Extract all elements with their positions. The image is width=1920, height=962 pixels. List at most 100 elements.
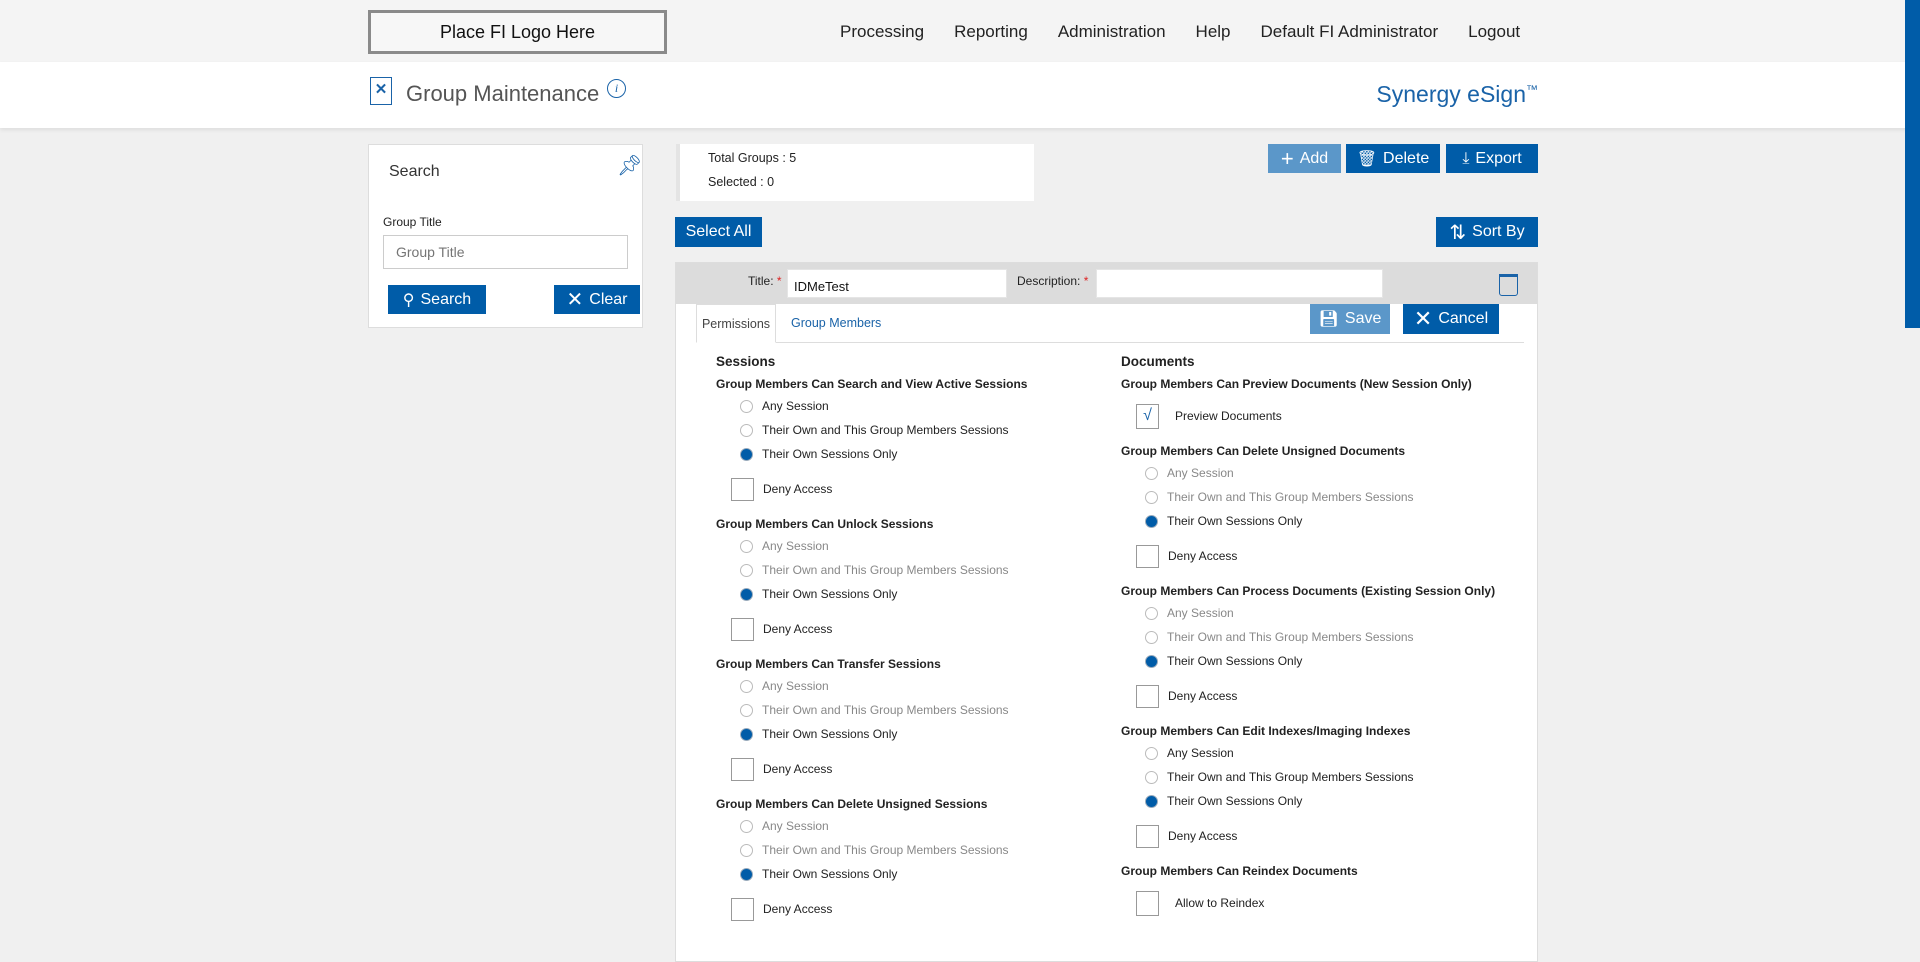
radio-button[interactable] <box>740 727 753 741</box>
radio-option[interactable]: Their Own Sessions Only <box>1121 649 1521 673</box>
radio-button[interactable] <box>740 867 753 881</box>
deny-access-checkbox[interactable]: Deny Access <box>1121 539 1521 573</box>
deny-access-checkbox[interactable]: Deny Access <box>1121 679 1521 713</box>
radio-option[interactable]: Their Own and This Group Members Session… <box>1121 765 1521 789</box>
radio-label: Their Own and This Group Members Session… <box>1167 630 1414 644</box>
search-panel-title: Search <box>389 163 440 180</box>
group-card: Title: * IDMeTest Description: * Permiss… <box>675 262 1538 962</box>
radio-button[interactable] <box>1145 514 1158 528</box>
checkbox[interactable] <box>731 477 754 501</box>
search-button[interactable]: ⚲ Search <box>388 285 486 314</box>
radio-button[interactable] <box>740 587 753 601</box>
radio-option[interactable]: Their Own Sessions Only <box>1121 789 1521 813</box>
nav-logout[interactable]: Logout <box>1468 22 1521 41</box>
select-all-button[interactable]: Select All <box>675 217 762 247</box>
checkbox[interactable] <box>1136 824 1159 848</box>
clear-button[interactable]: ✕ Clear <box>554 285 640 314</box>
download-icon: ⤓ <box>1462 149 1470 167</box>
radio-label: Their Own Sessions Only <box>1167 794 1303 808</box>
radio-option[interactable]: Their Own and This Group Members Session… <box>716 838 1116 862</box>
radio-button[interactable] <box>740 563 753 577</box>
permission-group: Group Members Can Delete Unsigned Docume… <box>1121 441 1521 573</box>
radio-button[interactable] <box>1145 466 1158 480</box>
permission-title: Group Members Can Unlock Sessions <box>716 517 934 531</box>
checkbox[interactable] <box>731 757 754 781</box>
checkbox[interactable] <box>731 617 754 641</box>
nav-help[interactable]: Help <box>1195 22 1231 41</box>
deny-access-checkbox[interactable]: Deny Access <box>716 472 1116 506</box>
radio-option[interactable]: Their Own Sessions Only <box>1121 509 1521 533</box>
radio-button[interactable] <box>740 447 753 461</box>
radio-option[interactable]: Their Own and This Group Members Session… <box>1121 625 1521 649</box>
radio-option[interactable]: Their Own Sessions Only <box>716 442 1116 466</box>
export-label: Export <box>1475 149 1522 167</box>
top-bar: Place FI Logo Here Processing Reporting … <box>0 0 1920 62</box>
tab-permissions[interactable]: Permissions <box>696 304 776 343</box>
radio-option[interactable]: Any Session <box>716 674 1116 698</box>
cancel-button[interactable]: ✕ Cancel <box>1403 304 1499 334</box>
clear-button-label: Clear <box>589 290 628 308</box>
radio-button[interactable] <box>740 539 753 553</box>
sessions-column: Sessions Group Members Can Search and Vi… <box>716 352 1116 934</box>
add-button[interactable]: + Add <box>1268 144 1341 173</box>
radio-option[interactable]: Their Own Sessions Only <box>716 862 1116 886</box>
title-input[interactable]: IDMeTest <box>787 269 1007 298</box>
radio-option[interactable]: Their Own Sessions Only <box>716 582 1116 606</box>
radio-option[interactable]: Any Session <box>1121 741 1521 765</box>
deny-access-checkbox[interactable]: Deny Access <box>716 612 1116 646</box>
radio-option[interactable]: Any Session <box>1121 601 1521 625</box>
nav-administration[interactable]: Administration <box>1057 22 1166 41</box>
radio-button[interactable] <box>1145 654 1158 668</box>
deny-access-checkbox[interactable]: Deny Access <box>716 892 1116 926</box>
nav-reporting[interactable]: Reporting <box>954 22 1028 41</box>
radio-option[interactable]: Any Session <box>716 814 1116 838</box>
sort-by-button[interactable]: ⇅ Sort By <box>1436 217 1538 247</box>
sort-icon: ⇅ <box>1449 221 1467 244</box>
checkbox[interactable] <box>1136 544 1159 568</box>
radio-option[interactable]: Any Session <box>716 394 1116 418</box>
radio-button[interactable] <box>740 399 753 413</box>
radio-button[interactable] <box>1145 490 1158 504</box>
radio-option[interactable]: Their Own Sessions Only <box>716 722 1116 746</box>
checkbox[interactable] <box>1136 890 1159 916</box>
search-button-label: Search <box>420 290 472 308</box>
radio-option[interactable]: Any Session <box>1121 461 1521 485</box>
radio-button[interactable] <box>740 679 753 693</box>
delete-button[interactable]: 🗑︎ Delete <box>1346 144 1440 173</box>
radio-button[interactable] <box>1145 794 1158 808</box>
checkmark-checkbox[interactable]: √ <box>1136 403 1159 429</box>
info-icon[interactable]: i <box>607 79 626 98</box>
save-button[interactable]: 💾︎ Save <box>1310 304 1390 334</box>
description-input[interactable] <box>1096 269 1383 298</box>
radio-label: Any Session <box>762 539 829 553</box>
radio-button[interactable] <box>1145 630 1158 644</box>
scrollbar-thumb[interactable] <box>1905 0 1920 328</box>
radio-option[interactable]: Their Own and This Group Members Session… <box>1121 485 1521 509</box>
radio-button[interactable] <box>740 423 753 437</box>
checkbox[interactable] <box>1136 684 1159 708</box>
export-button[interactable]: ⤓ Export <box>1446 144 1538 173</box>
permission-title: Group Members Can Search and View Active… <box>716 377 1028 391</box>
radio-button[interactable] <box>1145 770 1158 784</box>
radio-button[interactable] <box>740 703 753 717</box>
radio-button[interactable] <box>740 843 753 857</box>
radio-option[interactable]: Their Own and This Group Members Session… <box>716 418 1116 442</box>
delete-group-icon[interactable] <box>1499 274 1518 296</box>
radio-option[interactable]: Their Own and This Group Members Session… <box>716 558 1116 582</box>
preview-documents-checkbox[interactable]: √ Preview Documents <box>1121 398 1521 434</box>
allow-reindex-checkbox[interactable]: Allow to Reindex <box>1121 885 1521 921</box>
deny-access-checkbox[interactable]: Deny Access <box>1121 819 1521 853</box>
brand-name: Synergy eSign™ <box>1376 81 1538 108</box>
group-title-input[interactable] <box>383 235 628 269</box>
pin-icon[interactable]: 📌︎ <box>617 155 643 177</box>
radio-button[interactable] <box>740 819 753 833</box>
floppy-icon: 💾︎ <box>1318 311 1339 328</box>
radio-button[interactable] <box>1145 746 1158 760</box>
radio-option[interactable]: Any Session <box>716 534 1116 558</box>
nav-processing[interactable]: Processing <box>840 22 925 41</box>
nav-user[interactable]: Default FI Administrator <box>1260 22 1439 41</box>
radio-button[interactable] <box>1145 606 1158 620</box>
radio-option[interactable]: Their Own and This Group Members Session… <box>716 698 1116 722</box>
deny-access-checkbox[interactable]: Deny Access <box>716 752 1116 786</box>
tab-group-members[interactable]: Group Members <box>791 316 882 330</box>
